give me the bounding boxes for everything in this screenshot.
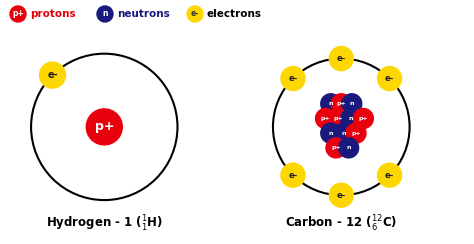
Circle shape — [353, 109, 374, 129]
Circle shape — [10, 6, 26, 22]
Circle shape — [329, 47, 353, 71]
Text: e-: e- — [385, 74, 394, 83]
Circle shape — [342, 94, 362, 114]
Text: Hydrogen - 1 ($^{1}_{1}$H): Hydrogen - 1 ($^{1}_{1}$H) — [46, 214, 163, 234]
Text: n: n — [328, 101, 333, 106]
Circle shape — [321, 94, 341, 114]
Text: p+: p+ — [337, 101, 346, 106]
Circle shape — [281, 163, 305, 187]
Circle shape — [329, 183, 353, 207]
Text: p+: p+ — [333, 116, 343, 121]
Circle shape — [331, 94, 351, 114]
Circle shape — [326, 138, 346, 158]
Circle shape — [346, 123, 366, 143]
Circle shape — [86, 109, 122, 145]
Text: e-: e- — [288, 171, 298, 180]
Text: e-: e- — [337, 54, 346, 63]
Circle shape — [338, 138, 359, 158]
Text: protons: protons — [30, 9, 76, 19]
Text: p+: p+ — [351, 131, 361, 136]
Text: e-: e- — [47, 70, 58, 80]
Text: n: n — [328, 131, 333, 136]
Text: n: n — [346, 145, 351, 150]
Text: n: n — [348, 116, 353, 121]
Text: e-: e- — [288, 74, 298, 83]
Circle shape — [333, 123, 354, 143]
Text: n: n — [341, 131, 346, 136]
Circle shape — [281, 67, 305, 91]
Text: e-: e- — [385, 171, 394, 180]
Text: p+: p+ — [331, 145, 341, 150]
Circle shape — [378, 67, 401, 91]
Circle shape — [187, 6, 203, 22]
Circle shape — [321, 123, 341, 143]
Text: p+: p+ — [12, 10, 24, 19]
Circle shape — [341, 109, 361, 129]
Circle shape — [378, 163, 401, 187]
Circle shape — [328, 109, 348, 129]
Circle shape — [97, 6, 113, 22]
Circle shape — [316, 109, 336, 129]
Text: e-: e- — [337, 191, 346, 200]
Text: n: n — [349, 101, 354, 106]
Text: p+: p+ — [321, 116, 330, 121]
Text: Carbon - 12 ($^{12}_{6}$C): Carbon - 12 ($^{12}_{6}$C) — [285, 214, 397, 234]
Text: e-: e- — [191, 10, 199, 19]
Text: p+: p+ — [358, 116, 368, 121]
Text: p+: p+ — [94, 120, 114, 133]
Text: n: n — [102, 10, 108, 19]
Circle shape — [39, 62, 65, 88]
Text: neutrons: neutrons — [117, 9, 170, 19]
Text: electrons: electrons — [207, 9, 262, 19]
